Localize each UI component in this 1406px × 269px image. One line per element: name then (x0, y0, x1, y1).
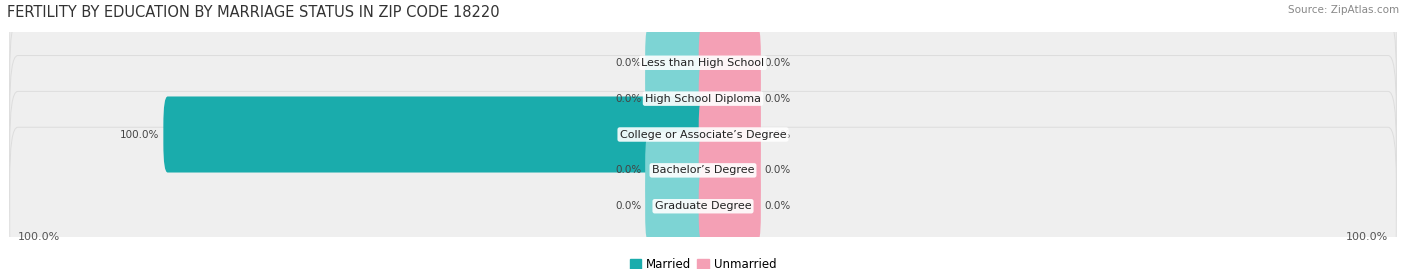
FancyBboxPatch shape (10, 0, 1396, 142)
Text: Bachelor’s Degree: Bachelor’s Degree (652, 165, 754, 175)
Text: 0.0%: 0.0% (765, 165, 790, 175)
Text: Graduate Degree: Graduate Degree (655, 201, 751, 211)
FancyBboxPatch shape (163, 97, 707, 172)
FancyBboxPatch shape (645, 61, 707, 137)
Text: Less than High School: Less than High School (641, 58, 765, 68)
FancyBboxPatch shape (645, 168, 707, 244)
Text: 0.0%: 0.0% (765, 94, 790, 104)
FancyBboxPatch shape (699, 132, 761, 208)
Text: 100.0%: 100.0% (18, 232, 60, 242)
FancyBboxPatch shape (699, 168, 761, 244)
FancyBboxPatch shape (10, 55, 1396, 214)
FancyBboxPatch shape (645, 132, 707, 208)
Text: Source: ZipAtlas.com: Source: ZipAtlas.com (1288, 5, 1399, 15)
Text: 0.0%: 0.0% (616, 201, 641, 211)
Text: 0.0%: 0.0% (616, 165, 641, 175)
Text: High School Diploma: High School Diploma (645, 94, 761, 104)
FancyBboxPatch shape (10, 91, 1396, 249)
Text: 100.0%: 100.0% (121, 129, 160, 140)
Text: 100.0%: 100.0% (1346, 232, 1388, 242)
FancyBboxPatch shape (699, 61, 761, 137)
Text: FERTILITY BY EDUCATION BY MARRIAGE STATUS IN ZIP CODE 18220: FERTILITY BY EDUCATION BY MARRIAGE STATU… (7, 5, 499, 20)
Text: 0.0%: 0.0% (765, 129, 790, 140)
FancyBboxPatch shape (699, 97, 761, 172)
Legend: Married, Unmarried: Married, Unmarried (624, 253, 782, 269)
FancyBboxPatch shape (645, 25, 707, 101)
Text: 0.0%: 0.0% (765, 58, 790, 68)
FancyBboxPatch shape (10, 127, 1396, 269)
Text: 0.0%: 0.0% (616, 58, 641, 68)
FancyBboxPatch shape (10, 20, 1396, 178)
Text: 0.0%: 0.0% (765, 201, 790, 211)
FancyBboxPatch shape (699, 25, 761, 101)
Text: 0.0%: 0.0% (616, 94, 641, 104)
Text: College or Associate’s Degree: College or Associate’s Degree (620, 129, 786, 140)
